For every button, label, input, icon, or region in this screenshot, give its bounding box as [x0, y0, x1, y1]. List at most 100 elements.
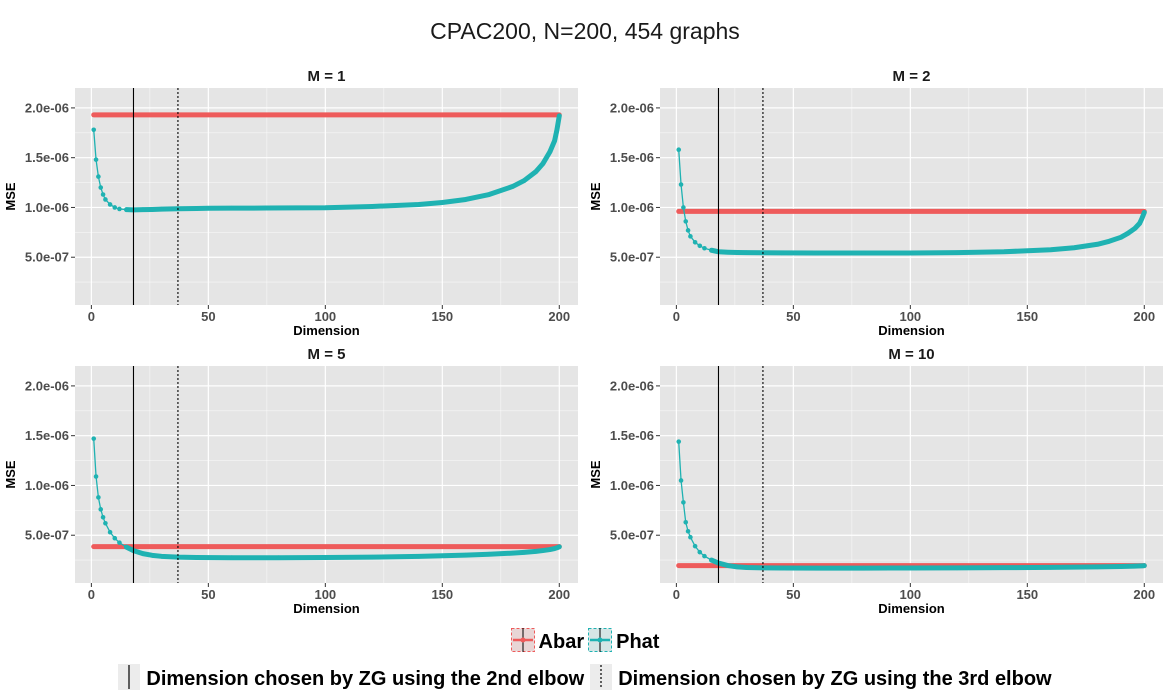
data-point-phat	[159, 206, 164, 212]
panel-background	[660, 88, 1163, 305]
data-point-phat	[107, 202, 113, 207]
data-point-phat	[552, 138, 557, 144]
data-point-phat	[98, 507, 104, 512]
y-axis-title: MSE	[3, 182, 18, 211]
legend-label-abar: Abar	[538, 630, 585, 653]
data-point-phat	[416, 202, 422, 207]
data-point-phat	[908, 565, 913, 571]
legend-key-solid-vline	[118, 663, 141, 695]
x-tick-label: 0	[673, 309, 680, 324]
data-point-phat	[416, 554, 422, 559]
data-point-phat	[1137, 221, 1142, 226]
data-point-phat	[1001, 249, 1007, 255]
x-tick-label: 100	[314, 309, 336, 324]
x-axis-title: Dimension	[878, 601, 945, 616]
facet-panel-4: 0 50 100 150 200 5.0e-07 1.0e-06 1.5e-06 2.0e-06…	[588, 346, 1163, 616]
data-point-phat	[814, 250, 820, 256]
data-point-phat	[734, 564, 740, 570]
data-point-phat	[533, 169, 539, 174]
data-point-phat	[697, 243, 703, 249]
data-point-phat	[1095, 564, 1100, 570]
chart-title: CPAC200, N=200, 454 graphs	[430, 18, 740, 44]
x-tick-label: 200	[548, 587, 570, 602]
y-tick-label: 1.0e-06	[25, 478, 69, 493]
data-point-phat	[276, 555, 281, 561]
data-point-phat	[103, 520, 108, 526]
legend-label-2nd-elbow: Dimension chosen by ZG using the 2nd elb…	[146, 667, 585, 690]
data-point-phat	[91, 127, 97, 133]
data-point-phat	[1048, 247, 1054, 253]
data-point-phat	[1141, 563, 1147, 568]
y-tick-label: 1.0e-06	[610, 478, 654, 493]
data-point-phat	[440, 200, 445, 205]
data-point-phat	[1118, 235, 1124, 240]
data-point-phat	[702, 245, 707, 251]
data-point-phat	[463, 197, 469, 202]
data-point-phat	[725, 563, 731, 568]
x-tick-label: 200	[548, 309, 570, 324]
data-point-phat	[486, 192, 492, 197]
x-tick-label: 50	[201, 309, 215, 324]
data-point-phat	[678, 478, 684, 483]
data-point-phat	[112, 535, 118, 541]
data-point-phat	[140, 207, 146, 212]
data-point-phat	[96, 495, 101, 500]
y-tick-label: 5.0e-07	[25, 528, 69, 543]
y-tick-label: 1.5e-06	[25, 150, 69, 165]
plot-area	[676, 147, 1147, 256]
facet-title: M = 5	[308, 346, 346, 363]
data-point-phat	[779, 250, 784, 256]
data-point-phat	[93, 157, 99, 162]
legend-label-3rd-elbow: Dimension chosen by ZG using the 3rd elb…	[618, 667, 1052, 690]
x-tick-label: 0	[673, 587, 680, 602]
plot-area	[91, 436, 562, 561]
y-tick-label: 1.5e-06	[25, 428, 69, 443]
data-point-phat	[1125, 231, 1131, 236]
y-tick-label: 5.0e-07	[610, 528, 654, 543]
data-point-phat	[117, 206, 122, 212]
data-point-phat	[149, 553, 155, 558]
data-point-phat	[709, 557, 714, 563]
data-point-phat	[140, 551, 146, 556]
data-point-phat	[692, 543, 698, 549]
data-point-phat	[124, 544, 129, 550]
legend-label-phat: Phat	[616, 630, 660, 653]
plot-area	[676, 439, 1147, 571]
data-point-phat	[1118, 564, 1124, 569]
data-point-phat	[678, 182, 684, 187]
data-point-phat	[206, 205, 211, 211]
x-tick-label: 200	[1133, 309, 1155, 324]
data-point-phat	[124, 207, 129, 212]
x-tick-label: 150	[1016, 309, 1038, 324]
y-tick-label: 5.0e-07	[25, 250, 69, 265]
legend-key-abar	[510, 627, 535, 657]
vline-legend: Dimension chosen by ZG using the 2nd elb…	[0, 663, 1170, 695]
data-point-phat	[908, 250, 913, 256]
data-point-phat	[229, 555, 235, 561]
data-point-phat	[100, 192, 106, 197]
x-tick-label: 0	[88, 587, 95, 602]
data-point-phat	[1106, 238, 1112, 244]
data-point-phat	[709, 247, 714, 253]
x-tick-label: 50	[786, 587, 800, 602]
data-point-phat	[681, 205, 686, 210]
data-point-phat	[954, 250, 960, 255]
facet-panel-3: 0 50 100 150 200 5.0e-07 1.0e-06 1.5e-06 2.0e-06…	[3, 346, 578, 616]
panel-background	[75, 366, 578, 583]
y-tick-label: 1.0e-06	[25, 200, 69, 215]
data-point-phat	[229, 205, 235, 211]
data-point-phat	[323, 555, 328, 560]
data-point-phat	[194, 206, 199, 211]
data-point-phat	[486, 551, 492, 557]
data-point-phat	[685, 528, 691, 534]
data-point-phat	[1139, 216, 1145, 221]
x-axis-title: Dimension	[293, 601, 360, 616]
y-tick-label: 2.0e-06	[610, 378, 654, 393]
data-point-phat	[96, 174, 101, 179]
data-point-phat	[744, 250, 749, 255]
facet-title: M = 10	[888, 346, 934, 363]
x-axis-title: Dimension	[293, 323, 360, 338]
data-point-phat	[681, 500, 686, 505]
y-axis-title: MSE	[588, 460, 603, 489]
data-point-phat	[540, 548, 546, 553]
